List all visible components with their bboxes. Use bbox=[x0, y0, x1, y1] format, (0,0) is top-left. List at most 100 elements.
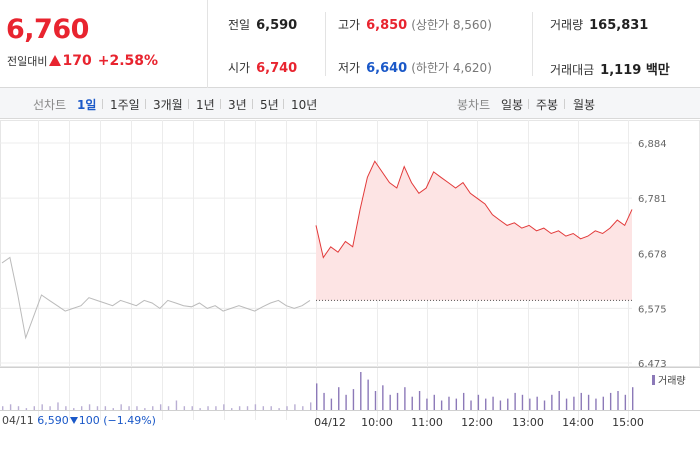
tab-divider bbox=[102, 99, 103, 109]
volume-bar bbox=[367, 379, 369, 410]
change-value: 170 bbox=[62, 53, 92, 69]
x-tick-label: 04/12 bbox=[314, 416, 346, 429]
chart-canvas: 6,884 6,781 6,678 6,575 6,473 04/12 10:00 11:00… bbox=[0, 120, 700, 429]
volume-bar bbox=[57, 402, 59, 410]
volume-bar bbox=[41, 404, 43, 410]
high-label: 고가 bbox=[338, 18, 361, 32]
prev-change: 100 bbox=[78, 414, 100, 427]
tab-3year[interactable]: 3년 bbox=[228, 98, 247, 112]
divider bbox=[532, 12, 533, 76]
volume-bar bbox=[191, 406, 193, 410]
volume-bar bbox=[587, 394, 590, 410]
volume-bar bbox=[2, 406, 4, 410]
volume-bar bbox=[144, 408, 146, 410]
tab-weekly-candle[interactable]: 주봉 bbox=[536, 98, 559, 112]
tab-divider bbox=[188, 99, 189, 109]
volume-bar bbox=[455, 398, 458, 410]
upper-limit: (상한가 8,560) bbox=[411, 18, 492, 32]
y-tick-label: 6,884 bbox=[638, 139, 667, 150]
change-label: 전일대비 bbox=[7, 55, 48, 68]
change-percent: +2.58% bbox=[97, 53, 159, 69]
tab-10year[interactable]: 10년 bbox=[291, 98, 318, 112]
volume-bar bbox=[167, 406, 170, 410]
x-tick-label: 15:00 bbox=[612, 416, 644, 429]
tab-divider bbox=[528, 99, 529, 109]
x-tick-label: 10:00 bbox=[361, 416, 393, 429]
volume-bar bbox=[254, 404, 257, 410]
volume-bar bbox=[426, 398, 428, 410]
volume-bar bbox=[262, 406, 265, 410]
volume-bar bbox=[49, 406, 51, 410]
volume-bar bbox=[470, 400, 472, 410]
volume-bar bbox=[396, 392, 399, 410]
x-tick-label: 12:00 bbox=[461, 416, 493, 429]
volume-bar bbox=[352, 389, 355, 410]
y-tick-label: 6,781 bbox=[638, 194, 667, 205]
amount-value: 1,119 백만 bbox=[600, 63, 670, 78]
x-tick-label: 11:00 bbox=[411, 416, 443, 429]
volume-bar bbox=[65, 406, 67, 410]
volume-bar bbox=[521, 394, 524, 410]
volume-bar bbox=[33, 406, 35, 410]
tab-1week[interactable]: 1주일 bbox=[110, 98, 140, 112]
line-chart-label: 선차트 bbox=[33, 98, 67, 112]
volume-legend-label: 거래량 bbox=[658, 376, 686, 387]
volume-bar bbox=[389, 394, 391, 410]
divider bbox=[325, 12, 326, 76]
volume-bar bbox=[286, 406, 288, 410]
tab-5year[interactable]: 5년 bbox=[260, 98, 279, 112]
volume-bar bbox=[136, 406, 138, 410]
volume-bar bbox=[316, 383, 318, 410]
volume-bar bbox=[609, 392, 612, 410]
volume-bar bbox=[433, 394, 435, 410]
volume-bar bbox=[558, 391, 560, 410]
volume-bar bbox=[183, 406, 186, 410]
prev-date: 04/11 bbox=[2, 414, 34, 427]
x-tick-label: 14:00 bbox=[562, 416, 594, 429]
volume-bar bbox=[278, 408, 280, 410]
tab-daily-candle[interactable]: 일봉 bbox=[501, 98, 524, 112]
volume-bar bbox=[104, 406, 107, 410]
tab-1year[interactable]: 1년 bbox=[196, 98, 215, 112]
volume-bar bbox=[80, 406, 83, 410]
volume-bar bbox=[565, 398, 568, 410]
volume-bar bbox=[462, 392, 465, 410]
volume-bar bbox=[9, 404, 12, 410]
volume-bar bbox=[345, 394, 347, 410]
volume-bar bbox=[231, 408, 233, 410]
prev-close-cell: 전일 6,590 bbox=[228, 16, 297, 33]
volume-bar bbox=[580, 392, 582, 410]
x-tick-label: 13:00 bbox=[512, 416, 544, 429]
volume-bar bbox=[128, 406, 130, 410]
change-row: 전일대비 170 +2.58% bbox=[7, 53, 158, 69]
volume-value: 165,831 bbox=[589, 18, 649, 33]
volume-bar bbox=[440, 400, 443, 410]
volume-bar bbox=[485, 398, 487, 410]
tab-3month[interactable]: 3개월 bbox=[153, 98, 183, 112]
volume-bar bbox=[411, 396, 413, 410]
volume-bar bbox=[302, 406, 304, 410]
tab-monthly-candle[interactable]: 월봉 bbox=[573, 98, 596, 112]
prev-day-info: 04/11 6,590 100 (−1.49%) bbox=[2, 414, 156, 427]
volume-bar bbox=[270, 406, 272, 410]
volume-bar bbox=[536, 396, 538, 410]
volume-bar bbox=[207, 406, 209, 410]
volume-bar bbox=[25, 408, 28, 410]
tab-1day[interactable]: 1일 bbox=[77, 98, 97, 112]
prev-close-value: 6,590 bbox=[256, 18, 298, 33]
tab-divider bbox=[252, 99, 253, 109]
volume-bar bbox=[477, 394, 480, 410]
volume-legend: 거래량 bbox=[652, 372, 686, 387]
amount-cell: 거래대금 1,119 백만 bbox=[550, 59, 670, 78]
price-box: 6,760 전일대비 170 +2.58% bbox=[0, 0, 208, 88]
low-value: 6,640 bbox=[366, 61, 408, 76]
volume-bar bbox=[120, 404, 122, 410]
volume-bar bbox=[404, 387, 406, 410]
high-value: 6,850 bbox=[366, 18, 408, 33]
price-chart[interactable]: 6,884 6,781 6,678 6,575 6,473 04/12 10:00 11:00… bbox=[0, 120, 700, 450]
volume-bar bbox=[159, 404, 162, 410]
today-line bbox=[315, 160, 633, 259]
amount-label: 거래대금 bbox=[550, 63, 595, 77]
volume-bar bbox=[246, 406, 249, 410]
volume-bar bbox=[175, 400, 178, 410]
